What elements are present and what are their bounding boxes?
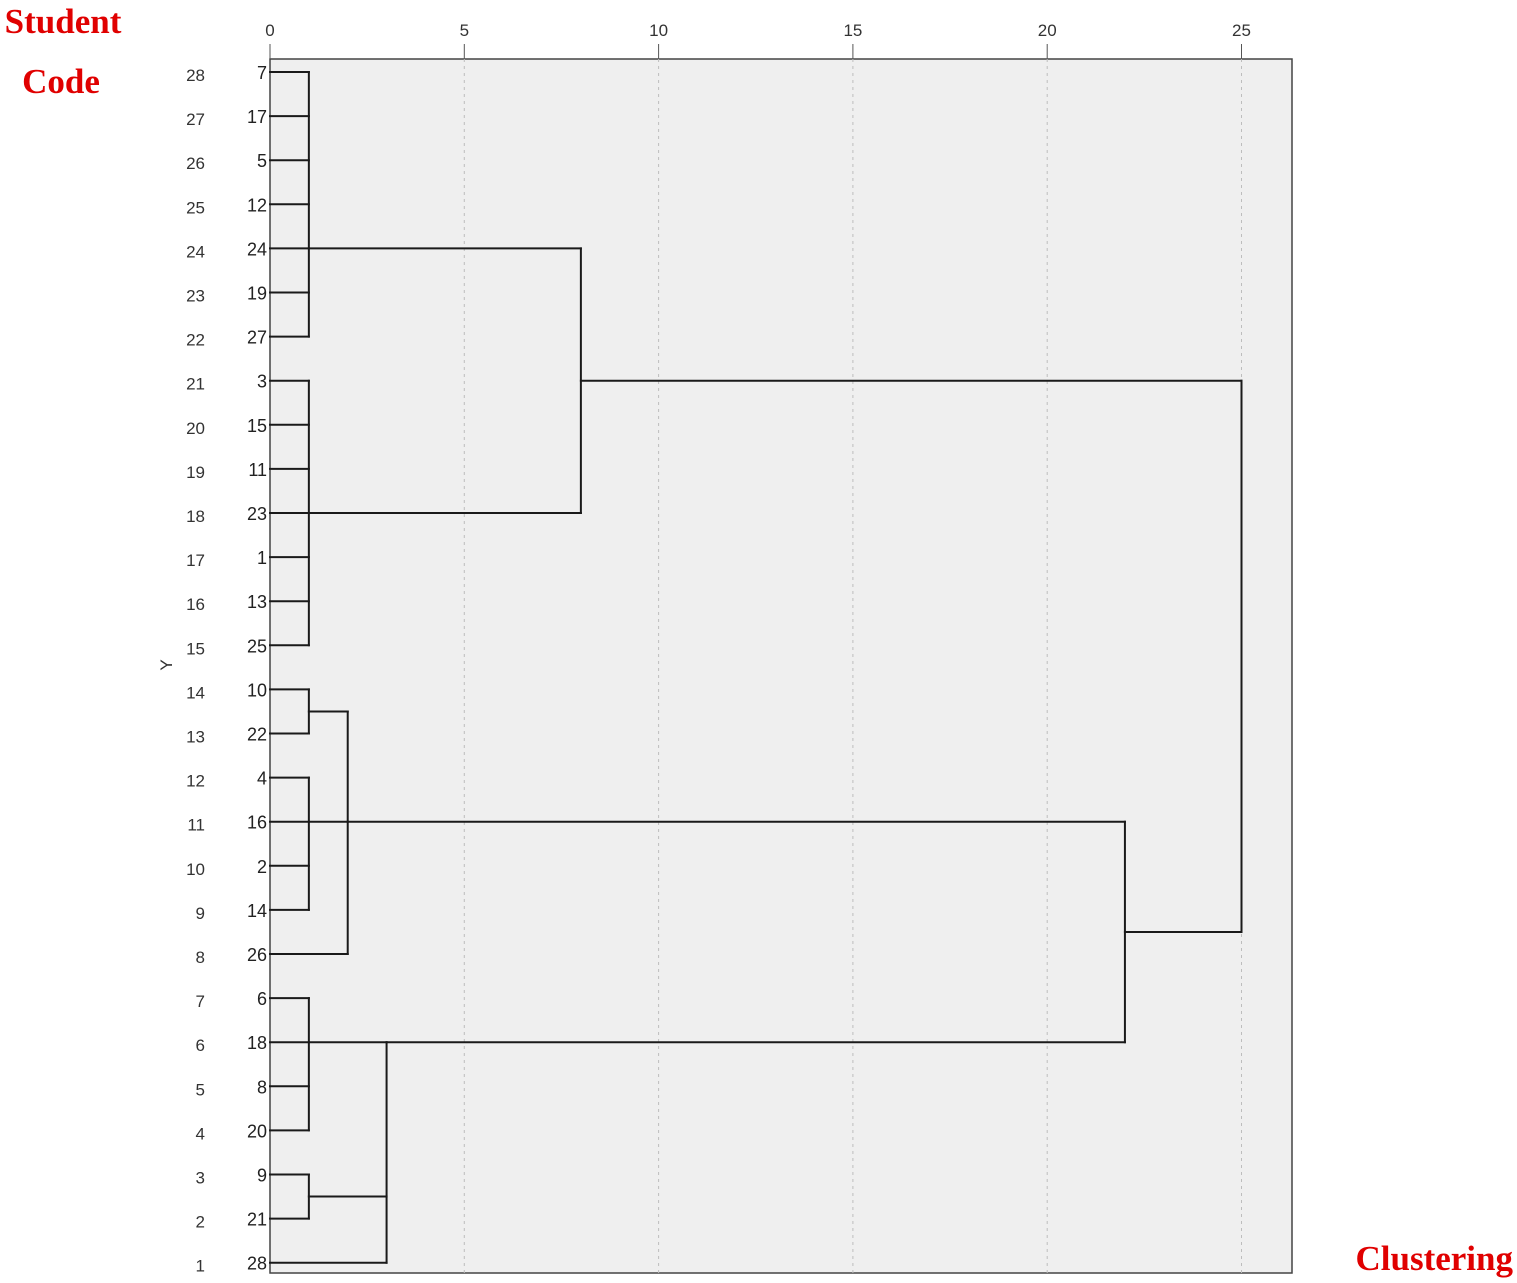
leaf-code-label: 2 bbox=[257, 857, 267, 877]
leaf-code-label: 6 bbox=[257, 989, 267, 1009]
leaf-code-label: 8 bbox=[257, 1077, 267, 1097]
leaf-code-label: 25 bbox=[247, 636, 267, 656]
row-rank-label: 20 bbox=[186, 419, 205, 438]
student-label: Student bbox=[5, 2, 122, 41]
leaf-code-label: 3 bbox=[257, 372, 267, 392]
leaf-code-label: 12 bbox=[247, 195, 267, 215]
row-rank-label: 17 bbox=[186, 551, 205, 570]
leaf-code-label: 24 bbox=[247, 239, 267, 259]
x-tick-label: 0 bbox=[265, 21, 274, 40]
x-tick-label: 5 bbox=[460, 21, 469, 40]
leaf-code-label: 28 bbox=[247, 1254, 267, 1274]
leaf-code-label: 1 bbox=[257, 548, 267, 568]
row-rank-label: 2 bbox=[196, 1213, 205, 1232]
leaf-code-label: 21 bbox=[247, 1210, 267, 1230]
leaf-code-label: 11 bbox=[248, 460, 267, 480]
leaf-code-label: 16 bbox=[247, 813, 267, 833]
row-rank-label: 12 bbox=[186, 772, 205, 791]
leaf-code-label: 20 bbox=[247, 1121, 267, 1141]
row-rank-label: 19 bbox=[186, 463, 205, 482]
row-rank-label: 13 bbox=[186, 728, 205, 747]
plot-area bbox=[269, 58, 1293, 1274]
row-rank-label: 8 bbox=[196, 948, 205, 967]
leaf-code-label: 19 bbox=[247, 284, 267, 304]
leaf-code-label: 17 bbox=[247, 107, 267, 127]
leaf-code-label: 7 bbox=[257, 63, 267, 83]
row-rank-label: 9 bbox=[196, 904, 205, 923]
row-rank-label: 15 bbox=[186, 639, 205, 658]
x-axis-ticks: 0 5 10 15 20 25 bbox=[265, 21, 1251, 59]
leaf-code-label: 13 bbox=[247, 592, 267, 612]
row-rank-label: 11 bbox=[187, 816, 205, 835]
clustering-label: Clustering bbox=[1356, 1239, 1514, 1278]
row-rank-label: 26 bbox=[186, 154, 205, 173]
code-label: Code bbox=[22, 62, 100, 101]
leaf-code-label: 26 bbox=[247, 945, 267, 965]
row-rank-label: 28 bbox=[186, 66, 205, 85]
leaf-code-label: 22 bbox=[247, 725, 267, 745]
leaf-code-label: 10 bbox=[247, 680, 267, 700]
row-rank-label: 22 bbox=[186, 331, 205, 350]
row-rank-label: 4 bbox=[196, 1124, 205, 1143]
leaf-code-label: 9 bbox=[257, 1166, 267, 1186]
x-tick-label: 10 bbox=[649, 21, 668, 40]
leaf-code-label: 4 bbox=[257, 769, 267, 789]
leaf-code-label: 23 bbox=[247, 504, 267, 524]
row-rank-label: 6 bbox=[196, 1036, 205, 1055]
row-rank-label: 18 bbox=[186, 507, 205, 526]
row-rank-label: 3 bbox=[196, 1169, 205, 1188]
row-rank-label: 7 bbox=[196, 992, 205, 1011]
row-rank-label: 14 bbox=[186, 683, 205, 702]
row-rank-label: 27 bbox=[186, 110, 205, 129]
row-rank-label: 25 bbox=[186, 198, 205, 217]
row-rank-label: 24 bbox=[186, 242, 205, 261]
leaf-code-label: 18 bbox=[247, 1033, 267, 1053]
x-tick-label: 15 bbox=[843, 21, 862, 40]
x-tick-label: 20 bbox=[1038, 21, 1057, 40]
row-rank-label: 16 bbox=[186, 595, 205, 614]
y-axis-title: Y bbox=[157, 659, 176, 670]
row-rank-label: 21 bbox=[186, 375, 205, 394]
leaf-code-label: 5 bbox=[257, 151, 267, 171]
row-rank-label: 10 bbox=[186, 860, 205, 879]
leaf-code-label: 14 bbox=[247, 901, 267, 921]
leaf-code-label: 27 bbox=[247, 328, 267, 348]
dendrogram-links bbox=[269, 71, 1243, 1264]
row-rank-label: 5 bbox=[196, 1080, 205, 1099]
row-rank-label: 1 bbox=[196, 1257, 205, 1276]
x-tick-label: 25 bbox=[1232, 21, 1251, 40]
row-rank-label: 23 bbox=[186, 287, 205, 306]
leaf-code-label: 15 bbox=[247, 416, 267, 436]
